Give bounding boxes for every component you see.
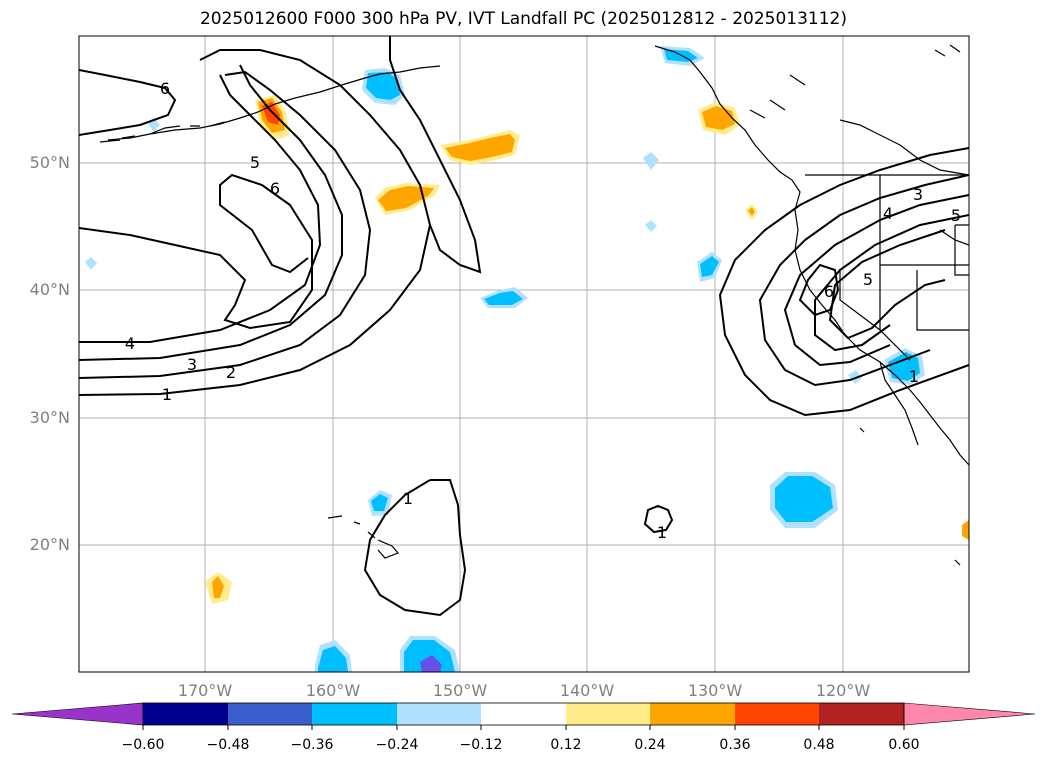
contour-label: 1 <box>657 523 667 542</box>
contour-label: 5 <box>250 153 260 172</box>
colorbar-extend-max <box>903 702 1036 726</box>
contour-label: 6 <box>824 282 834 301</box>
lon-label: 150°W <box>432 681 488 700</box>
lon-label: 130°W <box>687 681 743 700</box>
lon-label: 120°W <box>815 681 871 700</box>
colorbar-swatch <box>650 703 735 725</box>
contour-label: 1 <box>162 385 172 404</box>
colorbar-tick-label: 0.12 <box>550 737 582 753</box>
colorbar-tick-label: −0.12 <box>459 737 503 753</box>
map-title: 2025012600 F000 300 hPa PV, IVT Landfall… <box>199 9 847 29</box>
colorbar-tick-label: −0.60 <box>121 737 165 753</box>
contour-label: 1 <box>403 489 413 508</box>
colorbar <box>11 702 1036 730</box>
contour-label: 1 <box>909 367 919 386</box>
colorbar-tick-label: 0.60 <box>888 737 920 753</box>
contour-label: 4 <box>883 204 893 223</box>
contour-label: 3 <box>913 185 923 204</box>
ivt-shading <box>85 46 969 672</box>
contour-label: 6 <box>160 79 170 98</box>
colorbar-swatch <box>312 703 397 725</box>
contour-label: 2 <box>226 363 236 382</box>
coastlines <box>99 44 969 566</box>
lon-label: 170°W <box>177 681 233 700</box>
colorbar-tick-label: 0.48 <box>803 737 835 753</box>
lat-label: 20°N <box>29 535 70 554</box>
lon-label: 140°W <box>559 681 615 700</box>
colorbar-extend-min <box>11 702 144 726</box>
colorbar-swatch <box>566 703 650 725</box>
contour-label: 5 <box>951 206 961 225</box>
contour-label: 6 <box>270 179 280 198</box>
lat-label: 30°N <box>29 408 70 427</box>
colorbar-tick-label: 0.36 <box>719 737 751 753</box>
pv-contours <box>79 36 969 617</box>
lon-label: 160°W <box>305 681 361 700</box>
colorbar-tick-label: 0.24 <box>634 737 666 753</box>
contour-label: 5 <box>863 270 873 289</box>
colorbar-tick-label: −0.24 <box>375 737 419 753</box>
lat-label: 50°N <box>29 153 70 172</box>
colorbar-swatch <box>735 703 819 725</box>
colorbar-swatch <box>143 703 228 725</box>
contour-label: 3 <box>187 355 197 374</box>
lat-label: 40°N <box>29 280 70 299</box>
map-frame <box>78 35 970 673</box>
colorbar-swatch <box>481 703 566 725</box>
colorbar-swatch <box>228 703 312 725</box>
contour-label: 4 <box>125 334 135 353</box>
colorbar-tick-label: −0.36 <box>290 737 334 753</box>
colorbar-swatch <box>819 703 904 725</box>
colorbar-tick-label: −0.48 <box>206 737 250 753</box>
colorbar-swatch <box>397 703 481 725</box>
pv-contour-labels: 6 5 6 4 3 2 1 1 1 6 5 4 3 5 1 <box>125 79 961 542</box>
